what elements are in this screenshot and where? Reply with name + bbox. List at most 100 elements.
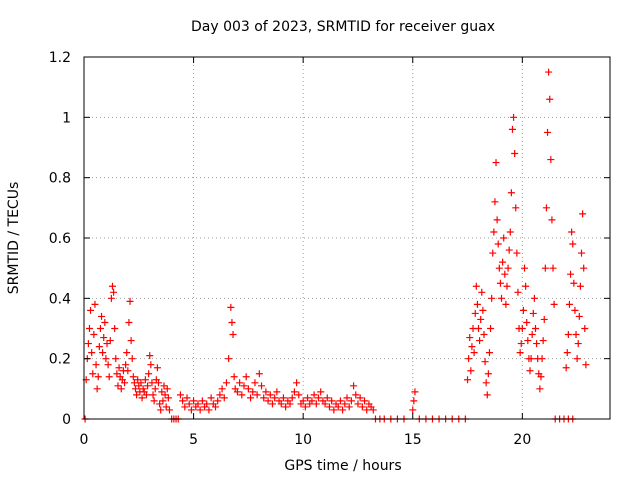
data-point xyxy=(491,198,499,206)
data-point xyxy=(198,397,206,405)
data-point xyxy=(471,309,479,317)
data-point xyxy=(485,349,493,357)
data-point xyxy=(185,400,193,408)
data-point xyxy=(142,391,150,399)
data-point xyxy=(88,349,96,357)
axis-ticks: 0 0.2 0.4 0.6 0.8 1 1.2 0 5 10 15 20 xyxy=(49,50,610,448)
data-point xyxy=(95,343,103,351)
data-point xyxy=(540,315,548,323)
data-point xyxy=(247,394,255,402)
data-point xyxy=(129,373,137,381)
data-point xyxy=(494,240,502,248)
data-point xyxy=(150,397,158,405)
data-point xyxy=(271,394,279,402)
y-tick-label: 0.6 xyxy=(49,231,71,247)
data-point xyxy=(160,382,168,390)
data-point xyxy=(165,406,173,414)
data-point xyxy=(511,150,519,158)
data-point xyxy=(570,279,578,287)
data-point xyxy=(470,349,478,357)
data-point xyxy=(323,394,331,402)
data-point xyxy=(85,325,93,332)
data-point xyxy=(123,349,131,357)
data-point xyxy=(514,288,522,296)
data-point xyxy=(481,358,489,366)
data-point xyxy=(308,397,316,405)
chart-title: Day 003 of 2023, SRMTID for receiver gua… xyxy=(191,19,495,35)
data-point xyxy=(101,318,109,326)
y-tick-label: 1 xyxy=(62,110,71,126)
data-point xyxy=(488,294,496,302)
data-point xyxy=(315,394,323,402)
data-point xyxy=(117,385,125,393)
data-point xyxy=(544,128,552,136)
x-tick-label: 10 xyxy=(294,432,312,448)
data-point xyxy=(93,385,101,393)
data-point xyxy=(517,340,525,348)
data-point xyxy=(504,264,512,272)
data-point xyxy=(212,403,219,411)
data-point xyxy=(242,373,250,381)
data-point xyxy=(467,367,475,375)
data-point xyxy=(230,373,238,381)
data-point xyxy=(293,379,301,387)
data-point xyxy=(262,388,270,396)
data-point xyxy=(112,355,120,363)
data-point xyxy=(114,382,122,390)
data-point xyxy=(582,361,590,369)
data-point xyxy=(409,406,417,414)
data-point xyxy=(352,391,360,399)
data-point xyxy=(228,318,236,326)
data-point xyxy=(163,385,171,393)
data-point xyxy=(151,385,159,393)
data-point xyxy=(92,361,100,369)
data-point xyxy=(464,376,472,384)
y-tick-label: 0.4 xyxy=(49,291,71,307)
data-point xyxy=(122,361,130,369)
data-point xyxy=(111,325,119,332)
data-point xyxy=(133,391,141,399)
data-point xyxy=(345,403,353,411)
data-point xyxy=(146,352,154,360)
data-point xyxy=(312,400,320,408)
data-point xyxy=(466,334,474,342)
data-point xyxy=(483,391,491,399)
data-point xyxy=(238,391,246,399)
data-point xyxy=(487,325,495,332)
data-point xyxy=(115,364,123,372)
data-point xyxy=(489,249,497,257)
data-point xyxy=(161,391,169,399)
data-point xyxy=(576,282,584,290)
data-point xyxy=(273,388,281,396)
data-point xyxy=(207,394,215,402)
data-point xyxy=(548,216,556,224)
data-point xyxy=(573,355,581,363)
data-point xyxy=(550,300,558,308)
data-point xyxy=(505,246,513,254)
data-point xyxy=(533,340,541,348)
data-point xyxy=(233,388,241,396)
data-point xyxy=(139,385,147,393)
data-point xyxy=(260,394,268,402)
data-point xyxy=(194,400,202,408)
data-point xyxy=(341,400,349,408)
data-point xyxy=(103,340,111,348)
data-point xyxy=(91,300,99,308)
data-point xyxy=(137,379,145,387)
data-point xyxy=(96,325,104,332)
data-point xyxy=(538,355,546,363)
data-point xyxy=(526,367,534,375)
data-point xyxy=(521,264,529,272)
data-point xyxy=(290,388,298,396)
data-point xyxy=(183,394,191,402)
data-point xyxy=(542,204,550,212)
y-tick-label: 0 xyxy=(62,412,71,428)
data-point xyxy=(575,312,583,320)
data-point xyxy=(568,228,576,236)
data-point xyxy=(343,394,351,402)
data-point xyxy=(124,367,132,375)
data-point xyxy=(347,397,355,405)
data-point xyxy=(144,382,152,390)
data-point xyxy=(562,364,570,372)
